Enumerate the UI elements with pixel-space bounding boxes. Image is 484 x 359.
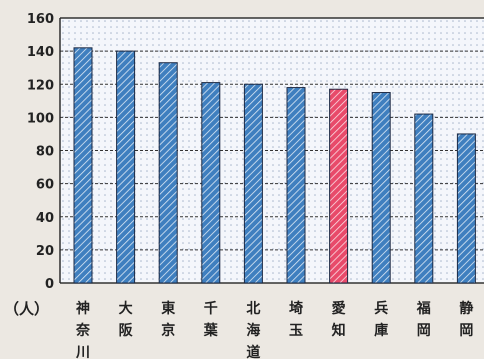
x-category-char: 静 (459, 300, 473, 317)
x-category-char: 東 (161, 300, 175, 317)
x-category-char: 道 (246, 344, 260, 359)
x-category-label: 東京 (161, 300, 175, 339)
y-axis-unit-label: （人） (4, 300, 49, 318)
y-tick-label: 40 (36, 211, 54, 226)
bar-0 (73, 47, 93, 284)
bar-7 (371, 92, 391, 284)
x-category-char: 川 (75, 345, 90, 359)
y-tick-label: 0 (45, 277, 54, 292)
x-category-char: 岡 (459, 323, 473, 339)
y-tick-label: 80 (36, 145, 54, 160)
x-category-char: 北 (246, 301, 260, 317)
x-category-char: 愛 (332, 300, 346, 317)
x-category-char: 神 (76, 300, 90, 317)
bar-2 (158, 62, 178, 284)
x-category-char: 海 (246, 322, 260, 339)
y-tick-label: 160 (27, 12, 54, 27)
bar-6 (329, 88, 349, 284)
y-tick-label: 100 (27, 111, 54, 126)
y-axis-ticks: 0 20 40 60 80 100 120 140 160 (27, 12, 54, 292)
x-category-char: 玉 (289, 323, 303, 339)
bar-9 (456, 133, 476, 284)
y-tick-label: 60 (36, 178, 54, 193)
x-category-char: 大 (119, 300, 133, 317)
x-category-label: 北海道 (246, 301, 260, 359)
x-category-char: 埼 (289, 300, 303, 317)
x-category-char: 岡 (417, 323, 431, 339)
x-category-label: 兵庫 (374, 300, 388, 339)
x-category-char: 京 (161, 322, 175, 339)
bar-1 (116, 50, 136, 284)
bar-8 (414, 113, 434, 284)
bar-5 (286, 87, 306, 284)
bar-4 (243, 83, 263, 284)
y-tick-label: 20 (36, 244, 54, 259)
x-category-label: 愛知 (332, 300, 346, 339)
x-category-label: 静岡 (459, 300, 473, 339)
x-category-label: 埼玉 (289, 300, 303, 339)
bars (73, 47, 476, 284)
y-tick-label: 140 (27, 45, 54, 60)
x-category-char: 兵 (374, 300, 388, 317)
x-category-label: 福岡 (416, 300, 431, 339)
y-tick-label: 120 (27, 78, 54, 93)
x-category-char: 知 (332, 322, 346, 339)
x-category-char: 阪 (119, 323, 134, 339)
x-category-char: 福 (416, 300, 431, 317)
x-category-char: 葉 (203, 322, 219, 339)
bar-3 (201, 82, 221, 284)
x-category-char: 奈 (75, 322, 91, 339)
x-category-label: 千葉 (203, 300, 219, 339)
x-category-label: 神奈川 (75, 300, 91, 359)
x-category-char: 千 (204, 300, 218, 317)
x-category-char: 庫 (374, 322, 388, 339)
x-category-label: 大阪 (119, 300, 134, 339)
